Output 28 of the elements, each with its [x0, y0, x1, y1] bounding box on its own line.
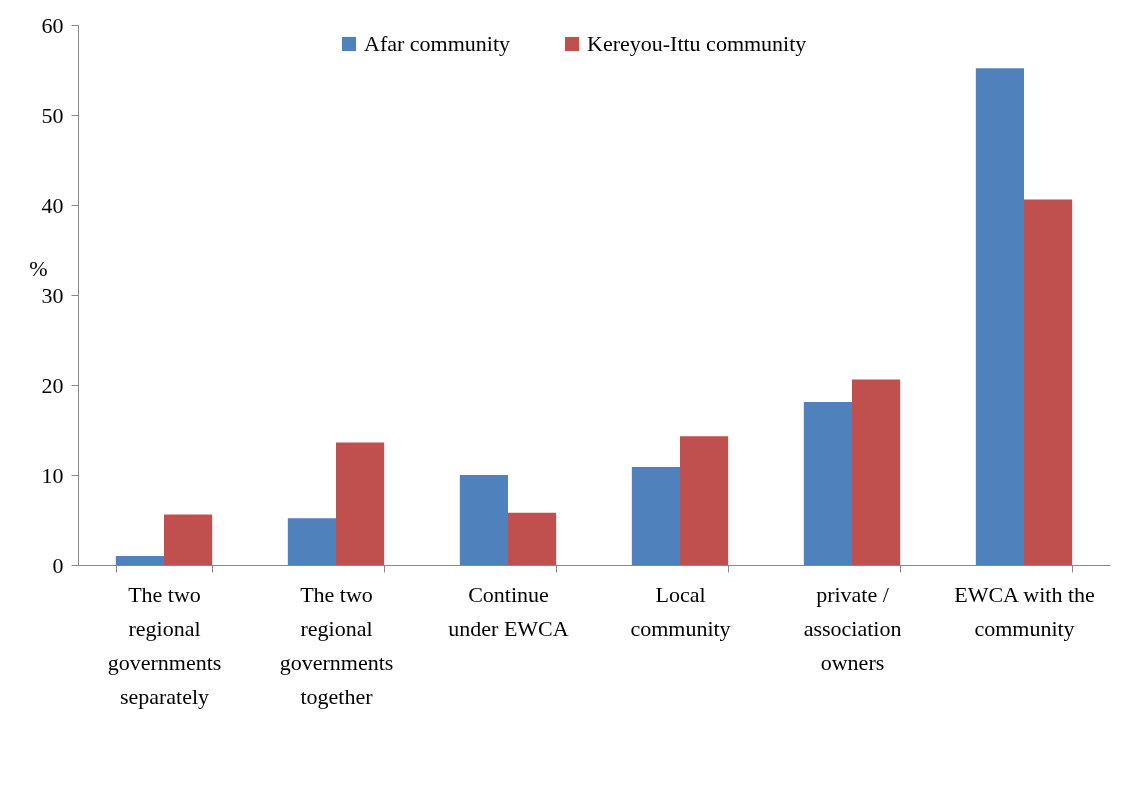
y-tick-label: 40 [41, 192, 64, 218]
legend-label: Kereyou-Ittu community [587, 31, 807, 56]
bar [1024, 199, 1073, 565]
legend-label: Afar community [364, 31, 511, 56]
bar [803, 402, 852, 565]
bar [164, 514, 213, 565]
bar [975, 68, 1024, 565]
bar [287, 518, 336, 565]
bar [459, 475, 508, 565]
y-tick-label: 20 [41, 372, 64, 398]
bar [852, 379, 901, 565]
bar [115, 556, 164, 565]
bar [336, 442, 385, 565]
y-tick-label: 50 [41, 102, 64, 128]
bar [508, 512, 557, 565]
bar [680, 436, 729, 565]
y-tick-label: 60 [41, 12, 64, 38]
x-tick-label: The two regional governments separately [107, 581, 222, 709]
y-axis-title: % [29, 255, 48, 281]
x-tick-label: EWCA with the community [954, 581, 1095, 641]
x-tick-label: Continue under EWCA [448, 581, 569, 641]
x-tick-label: The two regional governments together [279, 581, 394, 709]
bar [631, 466, 680, 565]
x-tick-label: private / association owners [803, 581, 902, 675]
y-tick-label: 0 [52, 552, 64, 578]
y-tick-label: 10 [41, 462, 64, 488]
x-tick-label: Local community [630, 581, 731, 641]
y-tick-label: 30 [41, 282, 64, 308]
